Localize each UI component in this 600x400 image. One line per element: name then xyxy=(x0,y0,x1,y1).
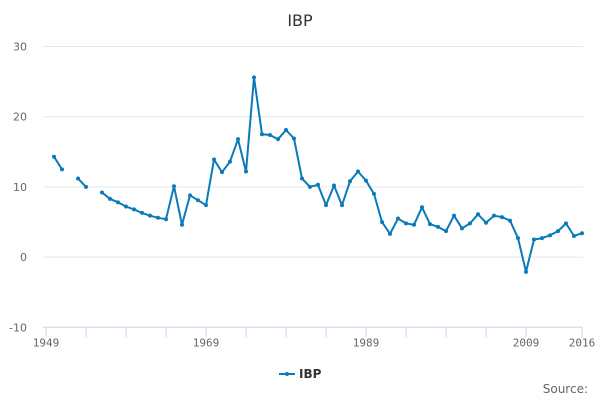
data-point[interactable] xyxy=(564,221,568,226)
x-tick-label: 1969 xyxy=(193,336,220,349)
data-point[interactable] xyxy=(508,218,512,223)
data-point[interactable] xyxy=(428,222,432,227)
x-tick-label: 2009 xyxy=(513,336,540,349)
data-point[interactable] xyxy=(228,159,232,164)
data-point[interactable] xyxy=(500,215,504,220)
data-point[interactable] xyxy=(532,237,536,242)
data-point[interactable] xyxy=(380,220,384,224)
series-line xyxy=(53,156,63,170)
legend-marker-icon xyxy=(285,372,289,376)
data-point[interactable] xyxy=(140,210,144,215)
data-point[interactable] xyxy=(76,176,80,181)
data-point[interactable] xyxy=(348,179,352,184)
data-point[interactable] xyxy=(124,204,128,209)
data-point[interactable] xyxy=(548,233,552,238)
data-point[interactable] xyxy=(252,75,256,80)
data-point[interactable] xyxy=(116,200,120,205)
y-tick-label: 10 xyxy=(13,181,27,194)
data-point[interactable] xyxy=(556,229,560,234)
y-tick-label: 20 xyxy=(13,111,27,124)
data-point[interactable] xyxy=(420,205,424,210)
legend-label[interactable]: IBP xyxy=(299,367,322,381)
data-point[interactable] xyxy=(524,269,528,274)
data-point[interactable] xyxy=(292,136,296,141)
data-point[interactable] xyxy=(516,236,520,241)
data-point[interactable] xyxy=(540,236,544,241)
data-point[interactable] xyxy=(412,222,416,227)
series-ibp[interactable] xyxy=(52,75,584,274)
data-point[interactable] xyxy=(468,221,472,226)
x-tick-label: 2016 xyxy=(569,336,596,349)
data-point[interactable] xyxy=(332,183,336,188)
series-line xyxy=(101,76,583,273)
data-point[interactable] xyxy=(156,215,160,220)
x-tick-label: 1989 xyxy=(353,336,380,349)
y-tick-label: 0 xyxy=(20,251,27,264)
data-point[interactable] xyxy=(268,132,272,137)
x-tick-label: 1949 xyxy=(33,336,60,349)
data-point[interactable] xyxy=(132,207,136,212)
chart-title: IBP xyxy=(287,11,313,30)
data-point[interactable] xyxy=(580,231,584,236)
data-point[interactable] xyxy=(356,169,360,174)
data-point[interactable] xyxy=(172,184,176,189)
data-point[interactable] xyxy=(284,128,288,133)
data-point[interactable] xyxy=(108,196,112,201)
data-point[interactable] xyxy=(52,154,56,159)
data-point[interactable] xyxy=(388,231,392,236)
data-point[interactable] xyxy=(244,169,248,174)
data-point[interactable] xyxy=(196,198,200,203)
data-point[interactable] xyxy=(316,182,320,187)
data-point[interactable] xyxy=(100,190,104,195)
data-point[interactable] xyxy=(324,203,328,208)
data-point[interactable] xyxy=(260,132,264,137)
data-point[interactable] xyxy=(404,221,408,226)
y-tick-label: -10 xyxy=(9,321,27,334)
data-point[interactable] xyxy=(220,170,224,175)
data-point[interactable] xyxy=(436,224,440,229)
data-point[interactable] xyxy=(372,191,376,196)
data-point[interactable] xyxy=(276,137,280,142)
data-point[interactable] xyxy=(492,213,496,218)
data-point[interactable] xyxy=(444,229,448,234)
data-point[interactable] xyxy=(340,203,344,208)
data-point[interactable] xyxy=(148,213,152,218)
data-point[interactable] xyxy=(452,213,456,218)
data-point[interactable] xyxy=(212,157,216,162)
data-point[interactable] xyxy=(180,222,184,227)
data-point[interactable] xyxy=(460,226,464,231)
legend[interactable]: IBP xyxy=(279,367,322,381)
data-point[interactable] xyxy=(364,178,368,183)
data-point[interactable] xyxy=(164,217,168,222)
y-tick-label: 30 xyxy=(13,41,27,54)
y-axis: -10 0 10 20 30 xyxy=(9,41,27,335)
source-credit[interactable]: Source: xyxy=(543,382,588,396)
data-point[interactable] xyxy=(572,234,576,239)
data-point[interactable] xyxy=(308,184,312,189)
data-point[interactable] xyxy=(60,167,64,172)
data-point[interactable] xyxy=(188,193,192,198)
data-point[interactable] xyxy=(396,216,400,221)
data-point[interactable] xyxy=(484,220,488,225)
data-point[interactable] xyxy=(476,212,480,217)
data-point[interactable] xyxy=(236,137,240,142)
data-point[interactable] xyxy=(204,203,208,208)
data-point[interactable] xyxy=(300,176,304,181)
data-point[interactable] xyxy=(84,184,88,189)
gridlines xyxy=(43,46,583,258)
x-axis: 1949 1969 1989 2009 2016 xyxy=(33,326,596,349)
